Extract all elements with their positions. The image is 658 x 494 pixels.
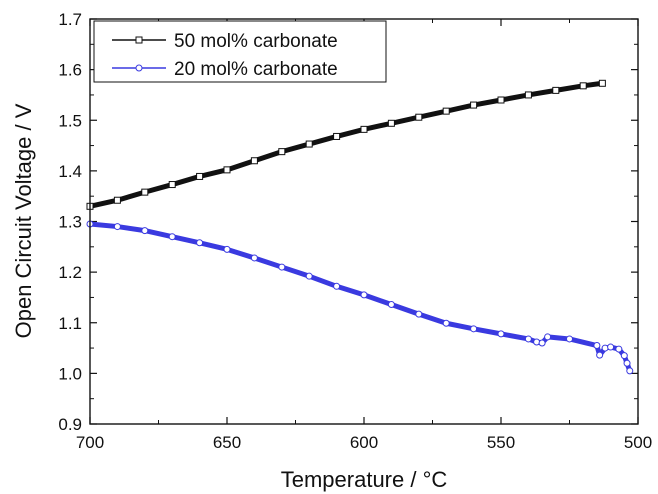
data-point <box>598 79 606 87</box>
x-tick-label: 650 <box>213 433 241 452</box>
data-point <box>442 107 450 115</box>
legend-box <box>93 20 387 83</box>
y-tick-label: 1.6 <box>58 61 82 80</box>
data-point <box>415 113 423 121</box>
data-point <box>196 239 204 247</box>
data-point <box>596 351 604 359</box>
data-point <box>544 333 552 341</box>
x-tick-label: 550 <box>487 433 515 452</box>
data-point <box>470 325 478 333</box>
legend-label: 20 mol% carbonate <box>174 59 338 80</box>
legend-label: 50 mol% carbonate <box>174 31 338 52</box>
x-tick-label: 700 <box>76 433 104 452</box>
data-point <box>524 335 532 343</box>
data-point <box>524 91 532 99</box>
data-point <box>623 359 631 367</box>
data-point <box>607 343 615 351</box>
y-tick-label: 1.1 <box>58 314 82 333</box>
data-point <box>620 352 628 360</box>
data-point <box>626 367 634 375</box>
data-point <box>538 339 546 347</box>
data-point <box>442 319 450 327</box>
data-point <box>250 254 258 262</box>
data-point <box>168 233 176 241</box>
data-point <box>141 188 149 196</box>
data-point <box>387 119 395 127</box>
legend-marker <box>135 36 143 44</box>
y-tick-label: 1.4 <box>58 162 82 181</box>
data-point <box>141 227 149 235</box>
plot-frame <box>89 18 639 425</box>
data-point <box>601 344 609 352</box>
data-point <box>497 330 505 338</box>
data-point <box>497 96 505 104</box>
data-point <box>360 125 368 133</box>
data-point <box>552 86 560 94</box>
data-point <box>415 310 423 318</box>
data-point <box>196 172 204 180</box>
y-tick-label: 1.2 <box>58 263 82 282</box>
data-point <box>593 342 601 350</box>
data-point <box>566 335 573 343</box>
data-point <box>223 166 231 174</box>
y-tick-label: 1.5 <box>58 111 82 130</box>
data-point <box>168 181 176 189</box>
data-point <box>278 263 286 271</box>
data-point <box>360 291 368 299</box>
x-axis-title: Temperature / °C <box>281 467 448 492</box>
x-tick-label: 500 <box>624 433 652 452</box>
legend-marker <box>135 64 143 72</box>
y-tick-label: 1.0 <box>58 364 82 383</box>
data-point <box>305 140 313 148</box>
series-line-2 <box>87 221 633 374</box>
data-point <box>533 338 541 346</box>
data-point <box>579 82 587 90</box>
y-axis-title: Open Circuit Voltage / V <box>11 103 36 338</box>
data-point <box>615 345 623 353</box>
y-tick-label: 0.9 <box>58 415 82 434</box>
series-layer <box>86 79 634 375</box>
legend: 50 mol% carbonate 20 mol% carbonate <box>93 20 387 83</box>
data-point <box>223 245 231 253</box>
y-tick-label: 1.7 <box>58 10 82 29</box>
data-point <box>113 196 121 204</box>
data-point <box>113 223 121 231</box>
data-point <box>305 272 313 280</box>
data-point <box>278 148 286 156</box>
x-tick-label: 600 <box>350 433 378 452</box>
data-point <box>333 282 341 290</box>
data-point <box>470 101 478 109</box>
data-point <box>250 157 258 165</box>
data-point <box>333 132 341 140</box>
data-point <box>387 301 395 309</box>
y-tick-label: 1.3 <box>58 213 82 232</box>
series-line-1 <box>87 80 605 209</box>
